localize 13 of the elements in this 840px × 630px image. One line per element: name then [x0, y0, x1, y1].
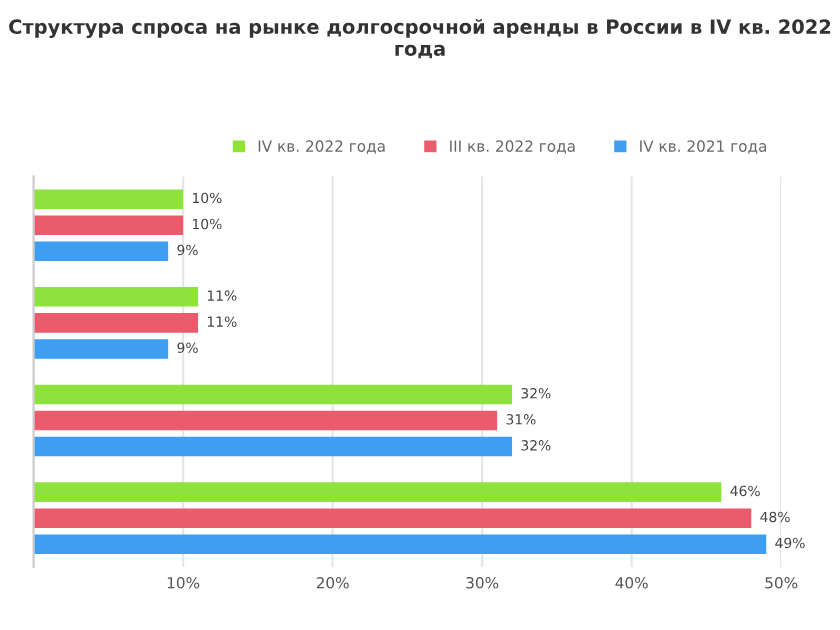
chart-title: Структура спроса на рынке долгосрочной аренды в России в IV кв. 2022 года — [9, 18, 831, 59]
bar — [33, 313, 199, 333]
bar — [33, 534, 767, 554]
bar — [33, 384, 513, 405]
bar — [33, 410, 498, 431]
bar — [33, 215, 184, 235]
bar — [33, 241, 169, 262]
bar — [33, 287, 199, 307]
bar — [33, 508, 752, 528]
bar — [33, 189, 184, 209]
bar — [33, 436, 513, 457]
bar — [33, 482, 722, 502]
bar — [33, 339, 169, 359]
